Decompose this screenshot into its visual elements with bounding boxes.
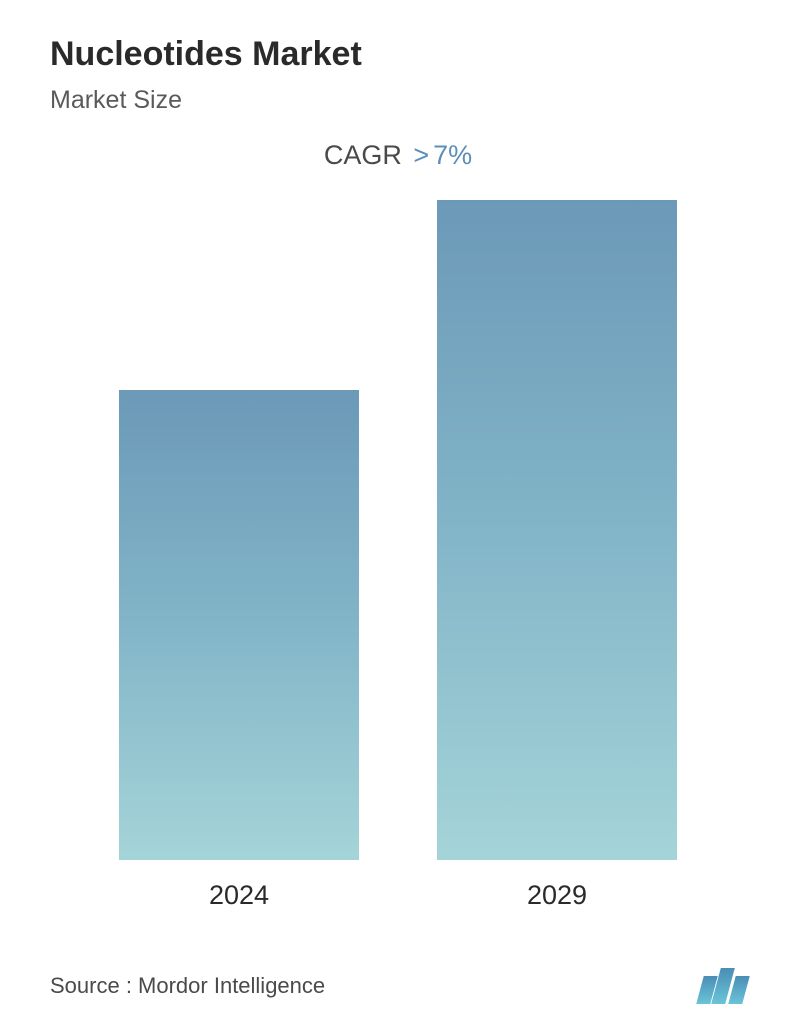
source-text: Source : Mordor Intelligence xyxy=(50,973,325,999)
bar-group-1: 2029 xyxy=(437,200,677,911)
bar-label-1: 2029 xyxy=(527,880,587,911)
mordor-logo-icon xyxy=(700,968,746,1004)
cagr-container: CAGR >7% xyxy=(50,140,746,171)
bar-label-0: 2024 xyxy=(209,880,269,911)
bar-group-0: 2024 xyxy=(119,390,359,911)
chart-subtitle: Market Size xyxy=(50,86,746,115)
bar-1 xyxy=(437,200,677,860)
bar-0 xyxy=(119,390,359,860)
cagr-label: CAGR xyxy=(324,140,402,170)
cagr-value: 7% xyxy=(433,140,472,170)
cagr-separator: > xyxy=(413,140,429,170)
chart-area: 2024 2029 xyxy=(50,231,746,911)
chart-title: Nucleotides Market xyxy=(50,35,746,74)
footer: Source : Mordor Intelligence xyxy=(50,968,746,1004)
